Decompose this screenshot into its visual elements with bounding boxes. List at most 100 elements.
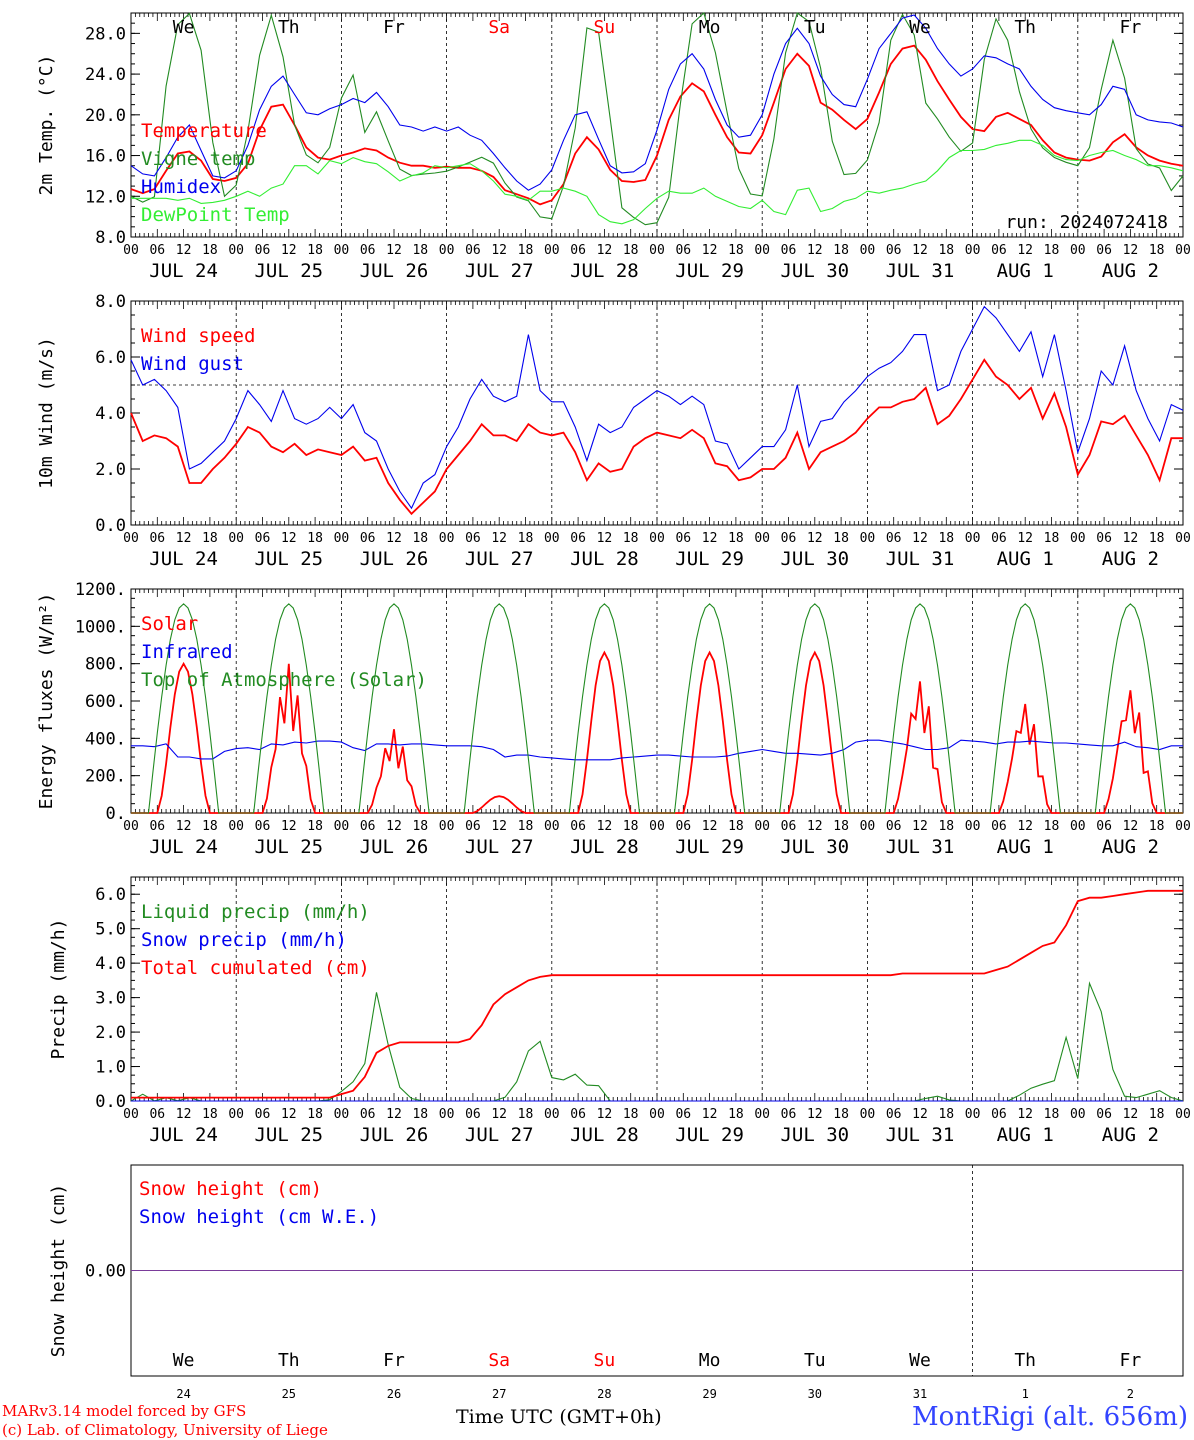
hour-tick-label: 06	[465, 243, 481, 258]
hour-tick-label: 06	[991, 819, 1007, 834]
y-tick-label: 16.0	[85, 147, 126, 167]
y-tick-label: 5.0	[95, 920, 126, 940]
hour-tick-label: 00	[754, 1107, 770, 1122]
date-label: JUL 30	[780, 260, 849, 282]
hour-tick-label: 06	[149, 243, 165, 258]
date-label: JUL 25	[254, 548, 323, 570]
hour-tick-label: 00	[228, 531, 244, 546]
date-label: AUG 2	[1102, 1124, 1159, 1146]
hour-tick-label: 00	[334, 1107, 350, 1122]
date-label: JUL 31	[886, 1124, 955, 1146]
hour-tick-label: 12	[281, 243, 297, 258]
hour-tick-label: 06	[991, 243, 1007, 258]
day-number-label: 28	[597, 1387, 611, 1401]
hour-tick-label: 18	[1044, 243, 1060, 258]
hour-tick-label: 00	[965, 1107, 981, 1122]
hour-tick-label: 00	[334, 243, 350, 258]
hour-tick-label: 06	[991, 531, 1007, 546]
hour-tick-label: 00	[228, 1107, 244, 1122]
hour-tick-label: 18	[1149, 243, 1165, 258]
date-label: JUL 27	[465, 836, 534, 858]
y-tick-label: 3.0	[95, 989, 126, 1009]
day-number-label: 29	[702, 1387, 716, 1401]
time-axis-title: Time UTC (GMT+0h)	[456, 1406, 662, 1428]
y-tick-label: 400.	[85, 729, 126, 749]
legend-entry: Snow height (cm W.E.)	[139, 1206, 379, 1228]
date-label: JUL 30	[780, 836, 849, 858]
hour-tick-label: 12	[491, 1107, 507, 1122]
hour-tick-label: 18	[833, 819, 849, 834]
hour-tick-label: 18	[202, 1107, 218, 1122]
y-tick-label: 20.0	[85, 106, 126, 126]
hour-tick-label: 12	[1017, 819, 1033, 834]
date-label: JUL 29	[675, 836, 744, 858]
hour-tick-label: 12	[597, 531, 613, 546]
hour-tick-label: 18	[1149, 1107, 1165, 1122]
y-tick-label: 0.00	[85, 1262, 126, 1282]
series-line	[131, 603, 1183, 814]
hour-tick-label: 18	[938, 819, 954, 834]
weekday-label: Fr	[1120, 17, 1142, 38]
hour-tick-label: 00	[334, 819, 350, 834]
hour-tick-label: 12	[491, 819, 507, 834]
hour-tick-label: 12	[176, 819, 192, 834]
weekday-label-bottom: Fr	[1120, 1350, 1142, 1371]
hour-tick-label: 06	[781, 819, 797, 834]
hour-tick-label: 18	[307, 243, 323, 258]
hour-tick-label: 00	[544, 1107, 560, 1122]
hour-tick-label: 12	[281, 531, 297, 546]
legend-entry: Solar	[141, 613, 198, 635]
weekday-label-bottom: Th	[1014, 1350, 1036, 1371]
y-tick-label: 1200.	[75, 580, 126, 600]
y-tick-label: 4.0	[95, 954, 126, 974]
hour-tick-label: 18	[833, 1107, 849, 1122]
hour-tick-label: 18	[623, 531, 639, 546]
weekday-label-bottom: We	[173, 1350, 195, 1371]
hour-tick-label: 06	[1096, 819, 1112, 834]
hour-tick-label: 00	[439, 819, 455, 834]
hour-tick-label: 12	[1123, 819, 1139, 834]
hour-tick-label: 06	[255, 1107, 271, 1122]
panel-3: 00 06 12 18 00 06 12 18 00 06 12 18 00 06 12 18 00 06 12 18…	[36, 580, 1191, 858]
hour-tick-label: 18	[833, 531, 849, 546]
hour-tick-label: 06	[149, 1107, 165, 1122]
hour-tick-label: 00	[965, 531, 981, 546]
day-number-label: 31	[913, 1387, 927, 1401]
weekday-label: Th	[278, 17, 300, 38]
hour-tick-label: 18	[1044, 531, 1060, 546]
legend-entry: Total cumulated (cm)	[141, 957, 370, 979]
weekday-label: Su	[594, 17, 616, 38]
hour-tick-label: 06	[886, 243, 902, 258]
y-tick-label: 1.0	[95, 1058, 126, 1078]
hour-tick-label: 06	[886, 819, 902, 834]
hour-tick-label: 06	[360, 243, 376, 258]
legend-entry: Vigne temp	[141, 148, 255, 170]
date-label: JUL 28	[570, 548, 639, 570]
hour-tick-label: 00	[965, 819, 981, 834]
legend-entry: Top of Atmosphere (Solar)	[141, 669, 427, 691]
hour-tick-label: 00	[649, 531, 665, 546]
hour-tick-label: 12	[176, 531, 192, 546]
hour-tick-label: 06	[570, 819, 586, 834]
hour-tick-label: 00	[123, 243, 139, 258]
hour-tick-label: 06	[255, 243, 271, 258]
date-label: JUL 27	[465, 1124, 534, 1146]
hour-tick-label: 00	[860, 819, 876, 834]
y-axis-title: 2m Temp. (°C)	[36, 55, 57, 196]
date-label: JUL 25	[254, 836, 323, 858]
hour-tick-label: 00	[544, 819, 560, 834]
weekday-label-bottom: Th	[278, 1350, 300, 1371]
date-label: JUL 28	[570, 260, 639, 282]
hour-tick-label: 18	[1044, 819, 1060, 834]
date-label: JUL 26	[360, 1124, 429, 1146]
hour-tick-label: 06	[570, 243, 586, 258]
weekday-label-bottom: Tu	[804, 1350, 826, 1371]
date-label: JUL 31	[886, 548, 955, 570]
hour-tick-label: 00	[123, 819, 139, 834]
panel-2: 00 06 12 18 00 06 12 18 00 06 12 18 00 06 12 18 00 06 12 18…	[36, 292, 1191, 570]
hour-tick-label: 06	[465, 531, 481, 546]
weekday-label: Fr	[383, 17, 405, 38]
run-annotation: run: 2024072418	[1005, 212, 1168, 233]
date-label: JUL 27	[465, 260, 534, 282]
hour-tick-label: 18	[728, 243, 744, 258]
